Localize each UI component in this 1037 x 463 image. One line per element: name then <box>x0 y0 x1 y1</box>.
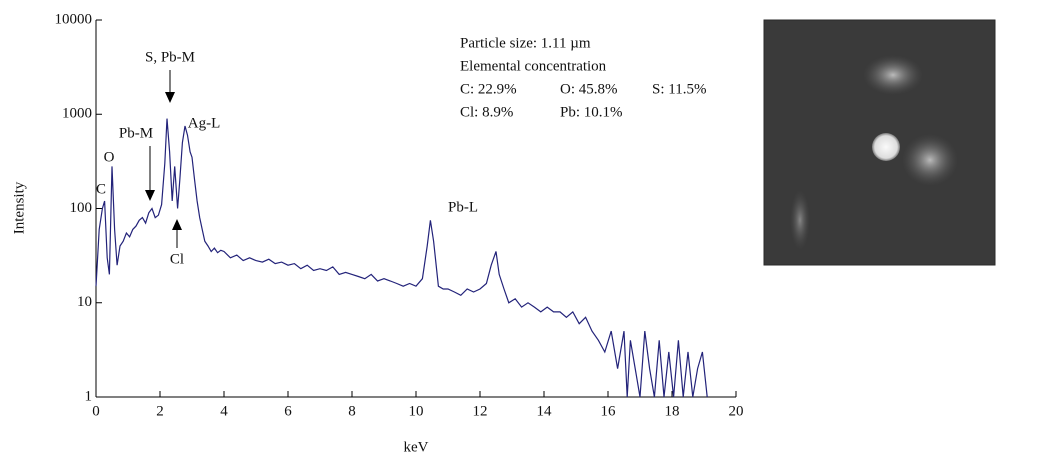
x-tick-label: 10 <box>409 403 424 419</box>
annotation: S, Pb-M <box>145 49 195 65</box>
y-axis-label: Intensity <box>11 181 27 234</box>
info-text: S: 11.5% <box>652 81 706 97</box>
annotation: Pb-L <box>448 199 478 215</box>
info-text: Pb: 10.1% <box>560 104 623 120</box>
sem-image <box>763 19 996 266</box>
info-text: C: 22.9% <box>460 81 517 97</box>
info-text: Elemental concentration <box>460 58 607 74</box>
x-tick-label: 16 <box>601 403 617 419</box>
annotation: Pb-M <box>119 125 153 141</box>
x-tick-label: 0 <box>92 403 100 419</box>
annotation: O <box>104 149 115 165</box>
info-text: O: 45.8% <box>560 81 618 97</box>
x-axis-label: keV <box>404 439 429 455</box>
info-text: Particle size: 1.11 µm <box>460 35 591 51</box>
annotation: Cl <box>170 251 184 267</box>
x-tick-label: 4 <box>220 403 228 419</box>
y-tick-label: 10000 <box>55 11 93 27</box>
annotation: C <box>96 181 106 197</box>
y-tick-label: 10 <box>77 294 92 310</box>
arrows <box>145 70 182 248</box>
x-tick-label: 6 <box>284 403 292 419</box>
annotation: Ag-L <box>188 115 221 131</box>
x-tick-label: 2 <box>156 403 164 419</box>
x-tick-label: 14 <box>537 403 553 419</box>
y-tick-label: 1 <box>85 388 93 404</box>
y-tick-label: 1000 <box>62 106 92 122</box>
x-tick-label: 8 <box>348 403 356 419</box>
info-text: Cl: 8.9% <box>460 104 513 120</box>
x-tick-label: 12 <box>473 403 488 419</box>
spectrum-line <box>95 118 708 398</box>
y-tick-label: 100 <box>70 200 93 216</box>
x-tick-label: 20 <box>729 403 744 419</box>
x-tick-label: 18 <box>665 403 680 419</box>
